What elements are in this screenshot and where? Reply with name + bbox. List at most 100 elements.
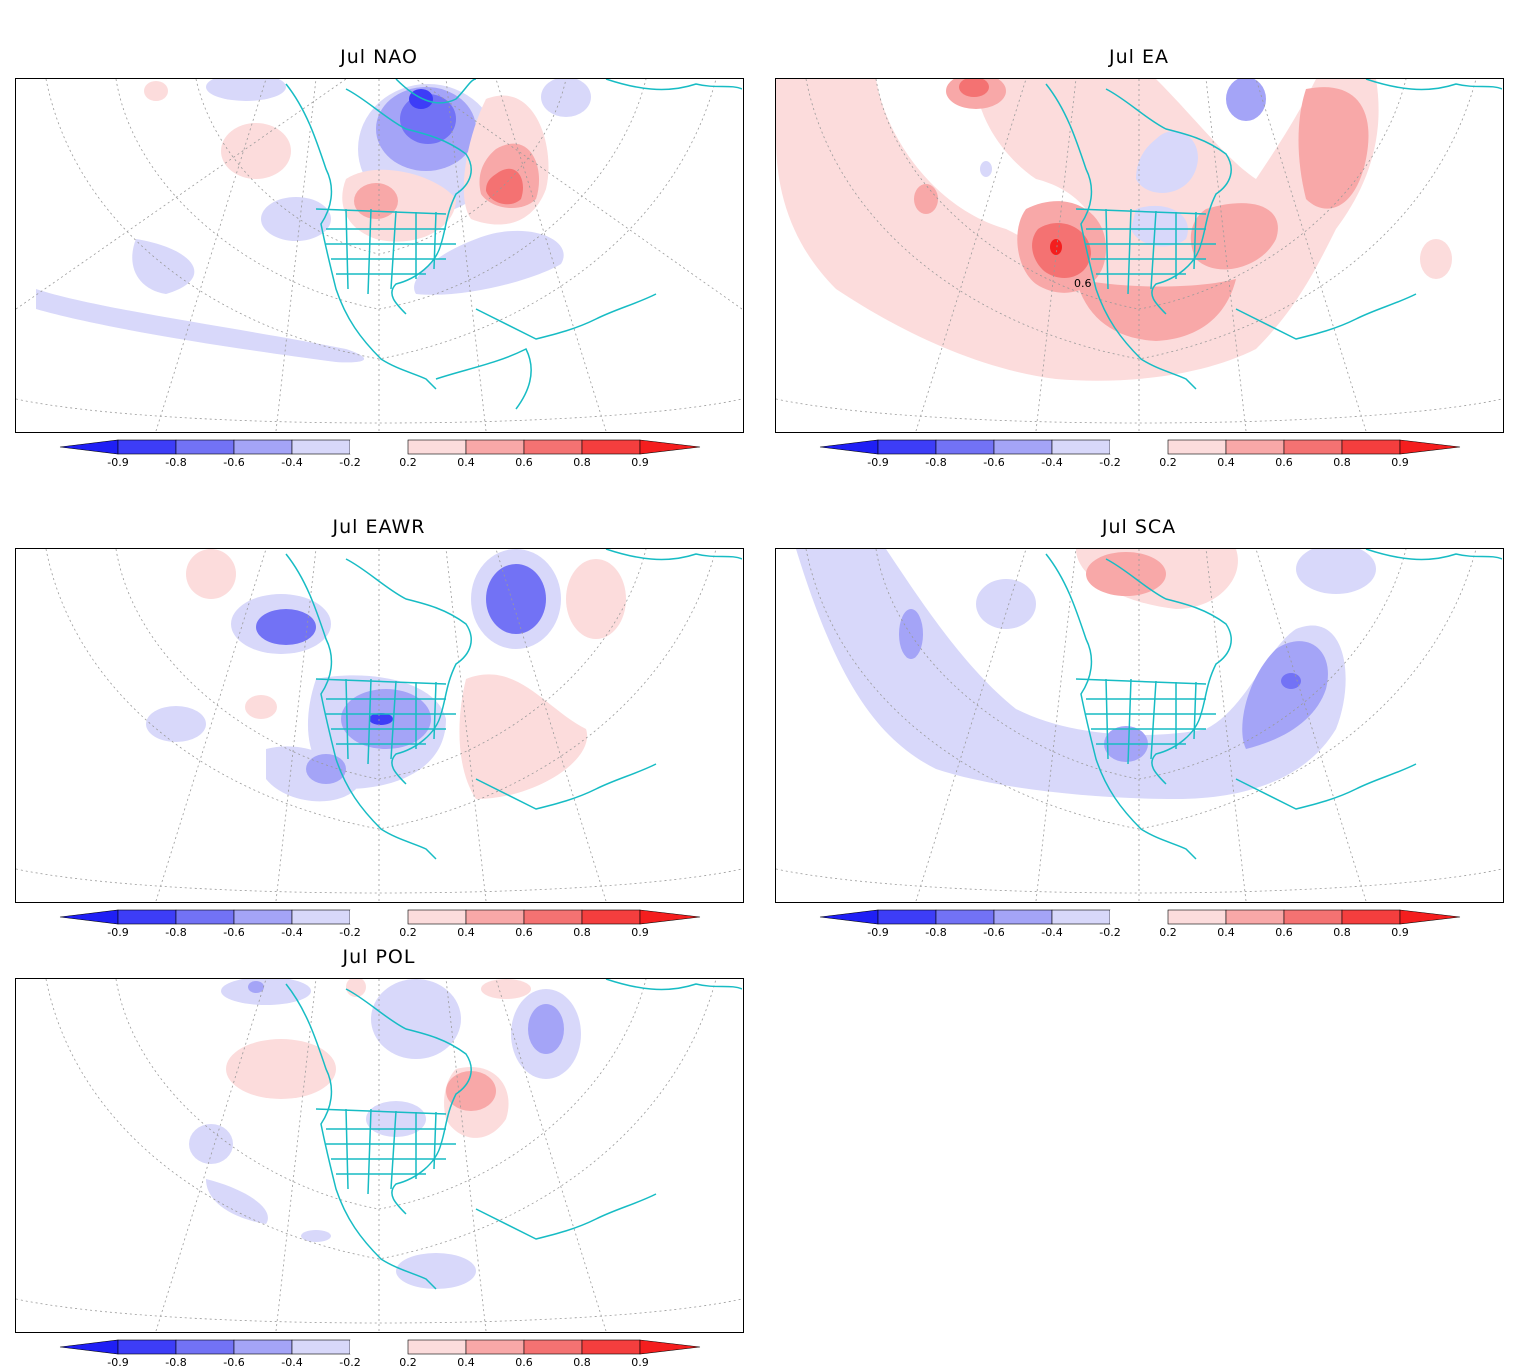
- colorbar-svg: -0.9 -0.8 -0.6 -0.4 -0.2 0.2 0.4 0.6 0.8 0.9: [819, 439, 1461, 469]
- colorbar-swatch: [935, 439, 995, 455]
- colorbar-swatch: [1051, 439, 1111, 455]
- colorbar-tick-label: -0.8: [925, 926, 946, 939]
- colorbar-tick-label: -0.2: [1099, 456, 1120, 469]
- colorbar-swatch: [175, 1339, 235, 1355]
- colorbar-swatch: [407, 439, 467, 455]
- colorbar-swatch: [1167, 439, 1227, 455]
- colorbar-swatch: [1283, 909, 1343, 925]
- colorbar-swatch-neutral: [350, 440, 408, 454]
- colorbar-tick-label: 0.6: [1275, 456, 1293, 469]
- colorbar-swatch: [1341, 439, 1401, 455]
- colorbar-swatch: [291, 909, 351, 925]
- colorbar-swatch: [1225, 909, 1285, 925]
- colorbar-tick-label: 0.6: [515, 456, 533, 469]
- grid-lines-eawr: [16, 549, 742, 901]
- colorbar-swatch: [581, 439, 641, 455]
- coastlines-pol: [285, 979, 742, 1290]
- colorbar-tick-label: -0.9: [107, 926, 128, 939]
- map-sca-canvas: [776, 549, 1502, 901]
- grid-lines-pol: [16, 979, 742, 1331]
- map-ea-canvas: 0.6: [776, 79, 1502, 431]
- colorbar-tick-label: -0.2: [339, 456, 360, 469]
- contour-label-ea: 0.6: [1074, 277, 1092, 290]
- colorbar-pol: -0.9 -0.8 -0.6 -0.4 -0.2 0.2 0.4 0.6 0.8 0.9: [59, 1338, 702, 1369]
- colorbar-swatch: [935, 909, 995, 925]
- colorbar-tick-label: -0.8: [165, 1356, 186, 1369]
- colorbar-swatch: [877, 439, 937, 455]
- colorbar-tick-label: -0.4: [281, 456, 302, 469]
- colorbar-tick-label: 0.9: [1391, 456, 1409, 469]
- colorbar-arrow-high: [639, 1339, 701, 1355]
- grid-lines-sca: [776, 549, 1502, 901]
- colorbar-swatch: [993, 439, 1053, 455]
- colorbar-tick-label: 0.9: [631, 456, 649, 469]
- colorbar-swatch: [523, 1339, 583, 1355]
- colorbar-swatch: [1051, 909, 1111, 925]
- colorbar-swatch: [993, 909, 1053, 925]
- colorbar-tick-label: 0.2: [399, 926, 417, 939]
- colorbar-swatch: [581, 1339, 641, 1355]
- colorbar-tick-label: -0.6: [983, 456, 1004, 469]
- grid-lines-nao: [16, 79, 742, 431]
- map-pol: [15, 978, 744, 1333]
- colorbar-arrow-high: [639, 439, 701, 455]
- colorbar-ea: -0.9 -0.8 -0.6 -0.4 -0.2 0.2 0.4 0.6 0.8 0.9: [819, 438, 1462, 469]
- colorbar-arrow-high: [639, 909, 701, 925]
- colorbar-swatch: [581, 909, 641, 925]
- colorbar-tick-label: 0.6: [1275, 926, 1293, 939]
- colorbar-tick-label: 0.4: [457, 1356, 475, 1369]
- colorbar-tick-label: 0.4: [457, 926, 475, 939]
- colorbar-swatch: [117, 439, 177, 455]
- colorbar-svg: -0.9 -0.8 -0.6 -0.4 -0.2 0.2 0.4 0.6 0.8 0.9: [59, 439, 701, 469]
- colorbar-tick-label: -0.4: [281, 926, 302, 939]
- map-eawr-canvas: [16, 549, 742, 901]
- colorbar-sca: -0.9 -0.8 -0.6 -0.4 -0.2 0.2 0.4 0.6 0.8 0.9: [819, 908, 1462, 939]
- colorbar-swatch: [233, 1339, 293, 1355]
- colorbar-arrow-high: [1399, 909, 1461, 925]
- colorbar-tick-label: 0.6: [515, 926, 533, 939]
- colorbar-tick-label: -0.4: [1041, 926, 1062, 939]
- colorbar-tick-label: -0.8: [165, 456, 186, 469]
- colorbar-tick-label: 0.2: [399, 456, 417, 469]
- colorbar-swatch: [407, 909, 467, 925]
- colorbar-tick-label: 0.4: [457, 456, 475, 469]
- panel-title-eawr: Jul EAWR: [332, 516, 426, 538]
- colorbar-swatch: [465, 439, 525, 455]
- colorbar-swatch: [1283, 439, 1343, 455]
- map-ea: 0.6: [775, 78, 1504, 433]
- colorbar-tick-label: -0.6: [223, 456, 244, 469]
- anomaly-field-sca: [796, 549, 1376, 799]
- map-nao: [15, 78, 744, 433]
- colorbar-swatch: [117, 909, 177, 925]
- colorbar-swatch: [407, 1339, 467, 1355]
- colorbar-swatch: [291, 439, 351, 455]
- colorbar-swatch: [117, 1339, 177, 1355]
- colorbar-svg: -0.9 -0.8 -0.6 -0.4 -0.2 0.2 0.4 0.6 0.8 0.9: [59, 909, 701, 939]
- colorbar-arrow-low: [819, 439, 879, 455]
- colorbar-swatch-neutral: [350, 1340, 408, 1354]
- colorbar-swatch: [233, 439, 293, 455]
- colorbar-swatch-neutral: [1110, 440, 1168, 454]
- anomaly-field-pol: [189, 979, 581, 1289]
- colorbar-swatch: [291, 1339, 351, 1355]
- colorbar-tick-label: 0.9: [1391, 926, 1409, 939]
- colorbar-swatch-neutral: [1110, 910, 1168, 924]
- colorbar-tick-label: 0.6: [515, 1356, 533, 1369]
- colorbar-tick-label: -0.2: [339, 926, 360, 939]
- colorbar-tick-label: -0.2: [339, 1356, 360, 1369]
- anomaly-field-nao: [36, 79, 591, 363]
- colorbar-tick-label: -0.9: [867, 926, 888, 939]
- colorbar-swatch: [175, 909, 235, 925]
- colorbar-arrow-high: [1399, 439, 1461, 455]
- colorbar-tick-label: 0.9: [631, 926, 649, 939]
- colorbar-swatch: [465, 909, 525, 925]
- colorbar-arrow-low: [59, 1339, 119, 1355]
- colorbar-tick-label: -0.9: [867, 456, 888, 469]
- coastlines-nao: [285, 79, 742, 410]
- colorbar-tick-label: -0.8: [925, 456, 946, 469]
- colorbar-svg: -0.9 -0.8 -0.6 -0.4 -0.2 0.2 0.4 0.6 0.8 0.9: [59, 1339, 701, 1369]
- colorbar-tick-label: 0.8: [573, 456, 591, 469]
- map-eawr: [15, 548, 744, 903]
- colorbar-tick-label: -0.6: [983, 926, 1004, 939]
- colorbar-tick-label: 0.8: [1333, 926, 1351, 939]
